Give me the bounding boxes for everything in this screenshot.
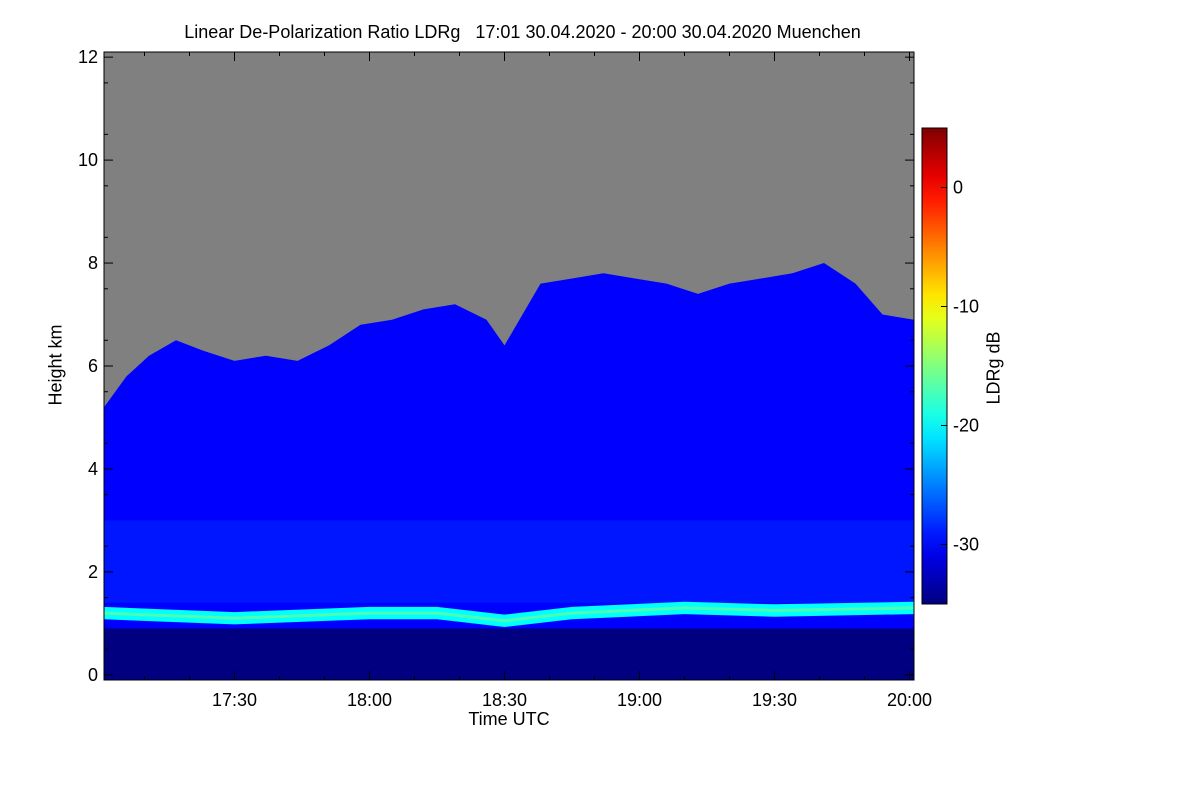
x-tick-label: 19:30 xyxy=(752,690,797,710)
colorbar-tick-label: -30 xyxy=(953,535,979,555)
near-surface-layer xyxy=(104,628,914,680)
x-tick-label: 18:30 xyxy=(482,690,527,710)
colorbar-tick-label: -20 xyxy=(953,416,979,436)
colorbar xyxy=(921,127,948,605)
y-tick-label: 2 xyxy=(88,562,98,582)
y-axis-label: Height km xyxy=(45,324,66,406)
y-tick-label: 6 xyxy=(88,356,98,376)
y-tick-label: 12 xyxy=(78,47,98,67)
colorbar-tick-label: -10 xyxy=(953,297,979,317)
colorbar-label: LDRg dB xyxy=(983,331,1004,405)
y-tick-label: 10 xyxy=(78,150,98,170)
y-tick-label: 4 xyxy=(88,459,98,479)
x-tick-label: 19:00 xyxy=(617,690,662,710)
x-axis-label: Time UTC xyxy=(468,709,550,729)
y-tick-label: 0 xyxy=(88,665,98,685)
lower-troposphere-layer xyxy=(104,520,914,603)
x-tick-label: 17:30 xyxy=(212,690,257,710)
colorbar-tick-label: 0 xyxy=(953,178,963,198)
x-tick-label: 20:00 xyxy=(887,690,932,710)
boundary-layer-core xyxy=(103,606,915,623)
chart-title: Linear De-Polarization Ratio LDRg 17:01 … xyxy=(184,22,861,42)
x-tick-label: 18:00 xyxy=(347,690,392,710)
y-tick-label: 8 xyxy=(88,253,98,273)
